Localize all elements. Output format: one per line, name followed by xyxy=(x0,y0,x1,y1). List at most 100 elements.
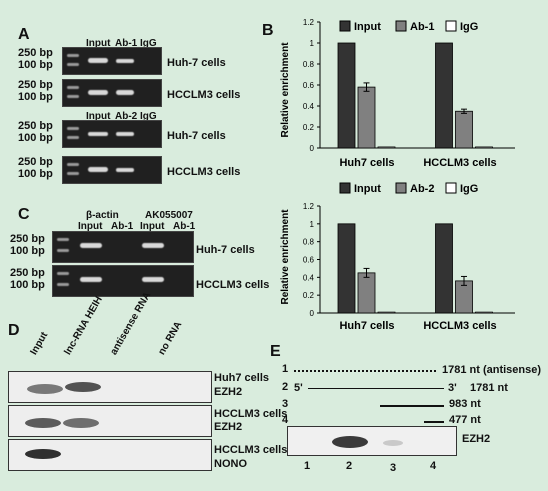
blot-d1-cell-label: Huh7 cells xyxy=(214,372,270,384)
ladder-band xyxy=(57,238,69,241)
chart-ab2-plot xyxy=(319,206,515,314)
row-number: 3 xyxy=(282,398,289,410)
ladder-band xyxy=(57,249,69,252)
size-marker-100: 100 bp xyxy=(18,59,53,71)
chart-ab2-ylabel: Relative enrichment xyxy=(280,209,291,305)
size-marker-250: 250 bp xyxy=(18,79,53,91)
construct-477-line xyxy=(424,421,444,423)
construct-full-line xyxy=(308,388,444,389)
band-input xyxy=(88,58,108,63)
ladder-band xyxy=(67,54,79,57)
lane-label-igg: IgG xyxy=(140,111,157,122)
band-ak055007-input xyxy=(142,243,164,248)
cell-label-huh7: Huh-7 cells xyxy=(167,130,226,142)
lane-label-antisense-rna: antisense RNA xyxy=(108,290,154,357)
chart-ab2-yticks: 0 0.2 0.4 0.6 0.8 1 1.2 xyxy=(303,202,320,318)
bar-input-1 xyxy=(337,42,356,149)
chart-ab2-category-hcclm3: HCCLM3 cells xyxy=(423,320,496,332)
construct-full-label: 1781 nt xyxy=(470,382,508,394)
row-number: 1 xyxy=(282,363,289,375)
gel-c-hcclm3 xyxy=(52,265,194,297)
lane-label-ab2: Ab-2 xyxy=(115,111,138,122)
band-input xyxy=(88,90,108,95)
band-input xyxy=(27,384,63,394)
blot-d1-protein-label: EZH2 xyxy=(214,386,243,398)
y-tick-label: 0.4 xyxy=(303,273,315,282)
ladder-band xyxy=(67,172,79,175)
blot-e-protein-label: EZH2 xyxy=(462,433,491,445)
y-tick-label: 0.8 xyxy=(303,238,315,247)
gel-c-huh7 xyxy=(52,231,194,263)
lane-label-no-rna: no RNA xyxy=(156,319,185,357)
cell-label-hcclm3: HCCLM3 cells xyxy=(167,166,241,178)
y-tick-label: 0.4 xyxy=(303,102,315,111)
y-tick-label: 0.6 xyxy=(303,81,315,90)
legend-igg: IgG xyxy=(460,183,478,195)
chart-ab1-ylabel: Relative enrichment xyxy=(280,42,291,138)
bar-igg-1 xyxy=(377,146,396,149)
construct-5prime: 5' xyxy=(294,382,303,394)
band-lane2 xyxy=(332,436,368,448)
ladder-band xyxy=(67,86,79,89)
bar-igg-2 xyxy=(475,146,493,149)
band-lncrna xyxy=(63,418,99,428)
y-tick-label: 1.2 xyxy=(303,202,315,211)
band-input xyxy=(88,132,108,136)
blot-e-ezh2 xyxy=(287,426,457,456)
legend-swatch-input xyxy=(339,182,351,194)
gel-a1-huh7 xyxy=(62,47,162,75)
blot-d2-ezh2 xyxy=(8,405,212,437)
legend-swatch-ab xyxy=(395,20,407,32)
ladder-band xyxy=(67,95,79,98)
blot-d3-protein-label: NONO xyxy=(214,458,247,470)
lane-label-igg: IgG xyxy=(140,38,157,49)
ladder-band xyxy=(57,283,69,286)
size-marker-250: 250 bp xyxy=(10,267,45,279)
gel-a2-hcclm3 xyxy=(62,156,162,184)
chart-ab1-yticks: 0 0.2 0.4 0.6 0.8 1 1.2 xyxy=(303,18,320,153)
lane-label-input: Input xyxy=(140,221,165,232)
panel-c-label: C xyxy=(18,206,30,223)
band-lncrna xyxy=(65,382,101,392)
bar-igg-2 xyxy=(475,311,493,314)
lane-label-input: Input xyxy=(86,111,111,122)
cell-label-huh7: Huh-7 cells xyxy=(196,244,255,256)
legend-input: Input xyxy=(354,183,381,195)
size-marker-100: 100 bp xyxy=(18,132,53,144)
band-ab xyxy=(116,168,134,172)
blot-d2-cell-label: HCCLM3 cells xyxy=(214,408,288,420)
legend-swatch-ab xyxy=(395,182,407,194)
chart-ab2-category-huh7: Huh7 cells xyxy=(339,320,394,332)
panel-e-label: E xyxy=(270,343,281,360)
gel-a2-huh7 xyxy=(62,120,162,148)
blot-d3-cell-label: HCCLM3 cells xyxy=(214,444,288,456)
row-number: 4 xyxy=(282,414,289,426)
bar-input-1 xyxy=(337,223,356,314)
size-marker-100: 100 bp xyxy=(18,168,53,180)
ladder-band xyxy=(57,272,69,275)
y-tick-label: 0.6 xyxy=(303,256,315,265)
ladder-band xyxy=(67,63,79,66)
lane-label-lncrna-heih: lnc-RNA HEIH xyxy=(62,294,105,357)
band-input xyxy=(25,418,61,428)
band-ak055007-input xyxy=(142,277,164,282)
band-beta-actin-input xyxy=(80,243,102,248)
size-marker-100: 100 bp xyxy=(18,91,53,103)
blot-e-lane-number: 3 xyxy=(390,462,397,474)
band-lane3 xyxy=(383,440,403,446)
chart-ab1-category-huh7: Huh7 cells xyxy=(339,157,394,169)
chart-ab1-category-hcclm3: HCCLM3 cells xyxy=(423,157,496,169)
size-marker-250: 250 bp xyxy=(18,120,53,132)
blot-d2-protein-label: EZH2 xyxy=(214,421,243,433)
blot-e-lane-number: 1 xyxy=(304,460,311,472)
row-number: 2 xyxy=(282,381,289,393)
cell-label-huh7: Huh-7 cells xyxy=(167,57,226,69)
blot-e-lane-number: 2 xyxy=(346,460,353,472)
construct-antisense-label: 1781 nt (antisense) xyxy=(442,364,542,376)
y-tick-label: 0 xyxy=(310,309,315,318)
band-input xyxy=(25,449,61,459)
bar-input-2 xyxy=(435,42,453,149)
blot-d1-ezh2 xyxy=(8,371,212,403)
blot-d3-nono xyxy=(8,439,212,471)
ladder-band xyxy=(67,127,79,130)
